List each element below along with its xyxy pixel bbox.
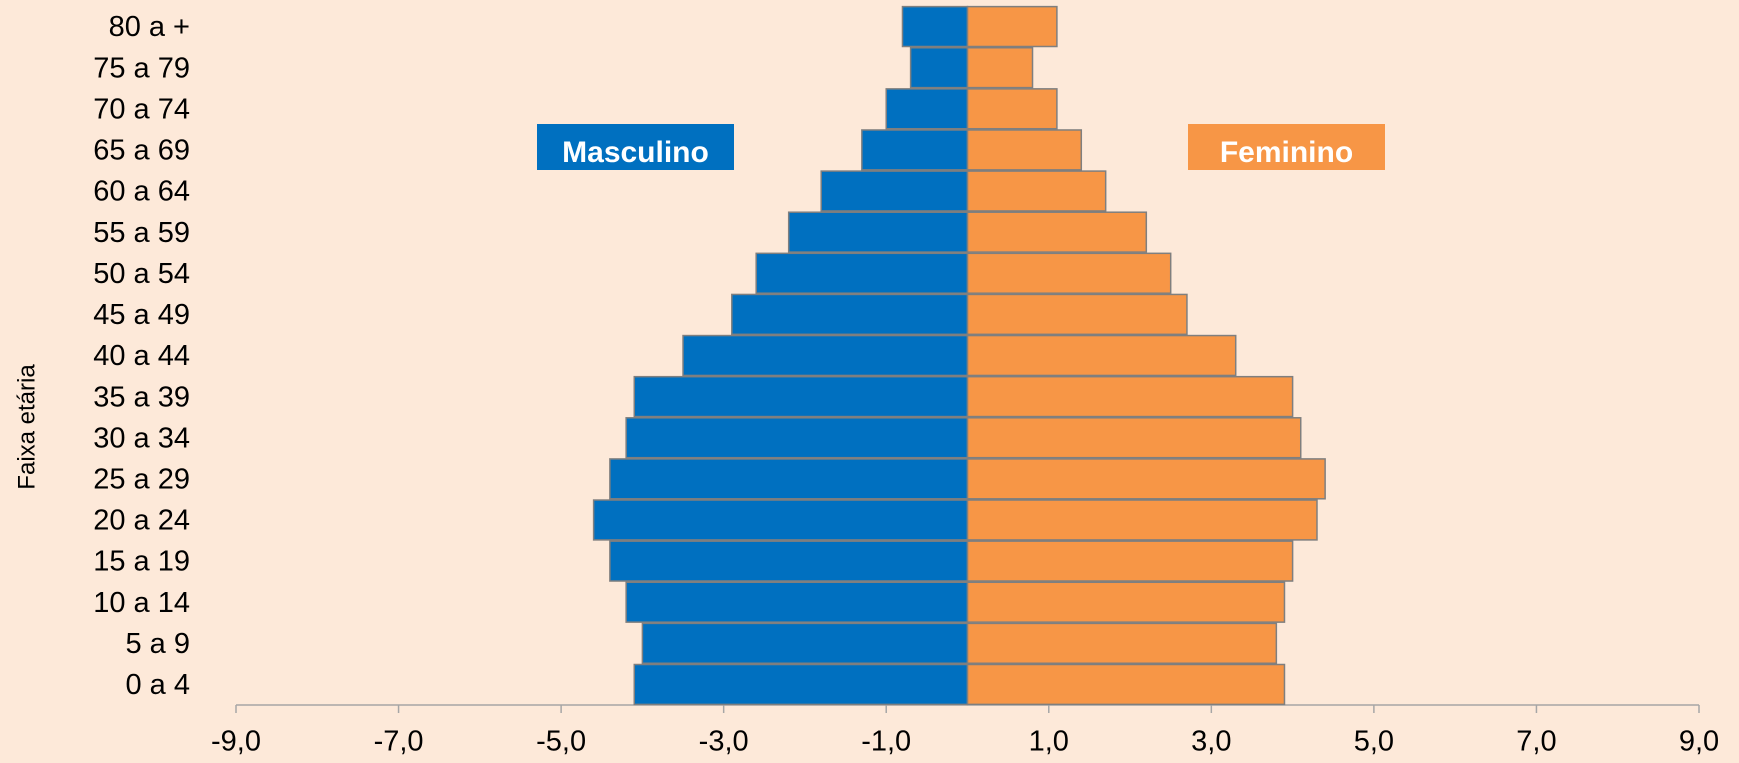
x-tick-label: 3,0 bbox=[1191, 726, 1231, 758]
bar bbox=[885, 88, 969, 130]
bar bbox=[625, 417, 969, 459]
y-tick-label: 25 a 29 bbox=[93, 464, 190, 496]
legend-box bbox=[1188, 124, 1385, 170]
bar bbox=[966, 375, 1294, 418]
bar bbox=[966, 46, 1034, 89]
bar bbox=[966, 581, 1286, 623]
bar bbox=[966, 211, 1148, 253]
bar bbox=[633, 663, 969, 706]
bar bbox=[966, 499, 1318, 541]
x-tick-label: 7,0 bbox=[1516, 726, 1556, 758]
y-tick-label: 75 a 79 bbox=[93, 52, 190, 84]
y-tick-label: 80 a + bbox=[109, 11, 190, 43]
bar bbox=[966, 5, 1058, 48]
y-tick-label: 55 a 59 bbox=[93, 217, 190, 249]
bar bbox=[966, 252, 1172, 294]
bar bbox=[731, 293, 969, 336]
y-tick-label: 30 a 34 bbox=[93, 422, 190, 454]
y-tick-label: 10 a 14 bbox=[93, 587, 190, 619]
y-axis-label: Faixa etária bbox=[13, 364, 40, 490]
y-tick-label: 45 a 49 bbox=[93, 299, 190, 331]
bar bbox=[641, 622, 969, 665]
y-tick-label: 40 a 44 bbox=[93, 340, 190, 372]
y-tick-label: 20 a 24 bbox=[93, 505, 190, 537]
y-tick-label: 65 a 69 bbox=[93, 135, 190, 167]
bar bbox=[966, 88, 1058, 130]
x-tick-label: 1,0 bbox=[1029, 726, 1069, 758]
x-tick-label: -7,0 bbox=[374, 726, 424, 758]
x-tick-label: -3,0 bbox=[699, 726, 749, 758]
bar bbox=[966, 334, 1237, 377]
bar bbox=[633, 375, 969, 418]
y-tick-label: 70 a 74 bbox=[93, 93, 190, 125]
bar bbox=[592, 499, 969, 541]
bar bbox=[609, 458, 969, 500]
bar bbox=[609, 540, 969, 582]
bar bbox=[966, 293, 1188, 336]
bar bbox=[966, 129, 1083, 171]
y-tick-label: 60 a 64 bbox=[93, 176, 190, 208]
x-tick-label: -1,0 bbox=[861, 726, 911, 758]
bar bbox=[966, 417, 1302, 459]
legend-box bbox=[537, 124, 734, 170]
y-tick-label: 35 a 39 bbox=[93, 381, 190, 413]
bar bbox=[682, 334, 969, 377]
bar bbox=[909, 46, 969, 89]
bar bbox=[901, 5, 969, 48]
bar bbox=[966, 622, 1278, 665]
bar bbox=[820, 170, 969, 212]
bar bbox=[625, 581, 969, 623]
bar bbox=[966, 540, 1294, 582]
x-tick-label: -9,0 bbox=[211, 726, 261, 758]
bar bbox=[966, 170, 1107, 212]
bar bbox=[966, 663, 1286, 706]
bar bbox=[861, 129, 969, 171]
y-tick-label: 5 a 9 bbox=[126, 628, 191, 660]
x-tick-label: 5,0 bbox=[1354, 726, 1394, 758]
bar bbox=[966, 458, 1326, 500]
y-tick-label: 50 a 54 bbox=[93, 258, 190, 290]
y-tick-label: 0 a 4 bbox=[126, 669, 191, 701]
legend-label: Feminino bbox=[1220, 136, 1353, 169]
bar bbox=[787, 211, 969, 253]
x-tick-label: 9,0 bbox=[1679, 726, 1719, 758]
bar bbox=[755, 252, 969, 294]
legend-label: Masculino bbox=[562, 136, 709, 169]
y-tick-label: 15 a 19 bbox=[93, 546, 190, 578]
x-tick-label: -5,0 bbox=[536, 726, 586, 758]
